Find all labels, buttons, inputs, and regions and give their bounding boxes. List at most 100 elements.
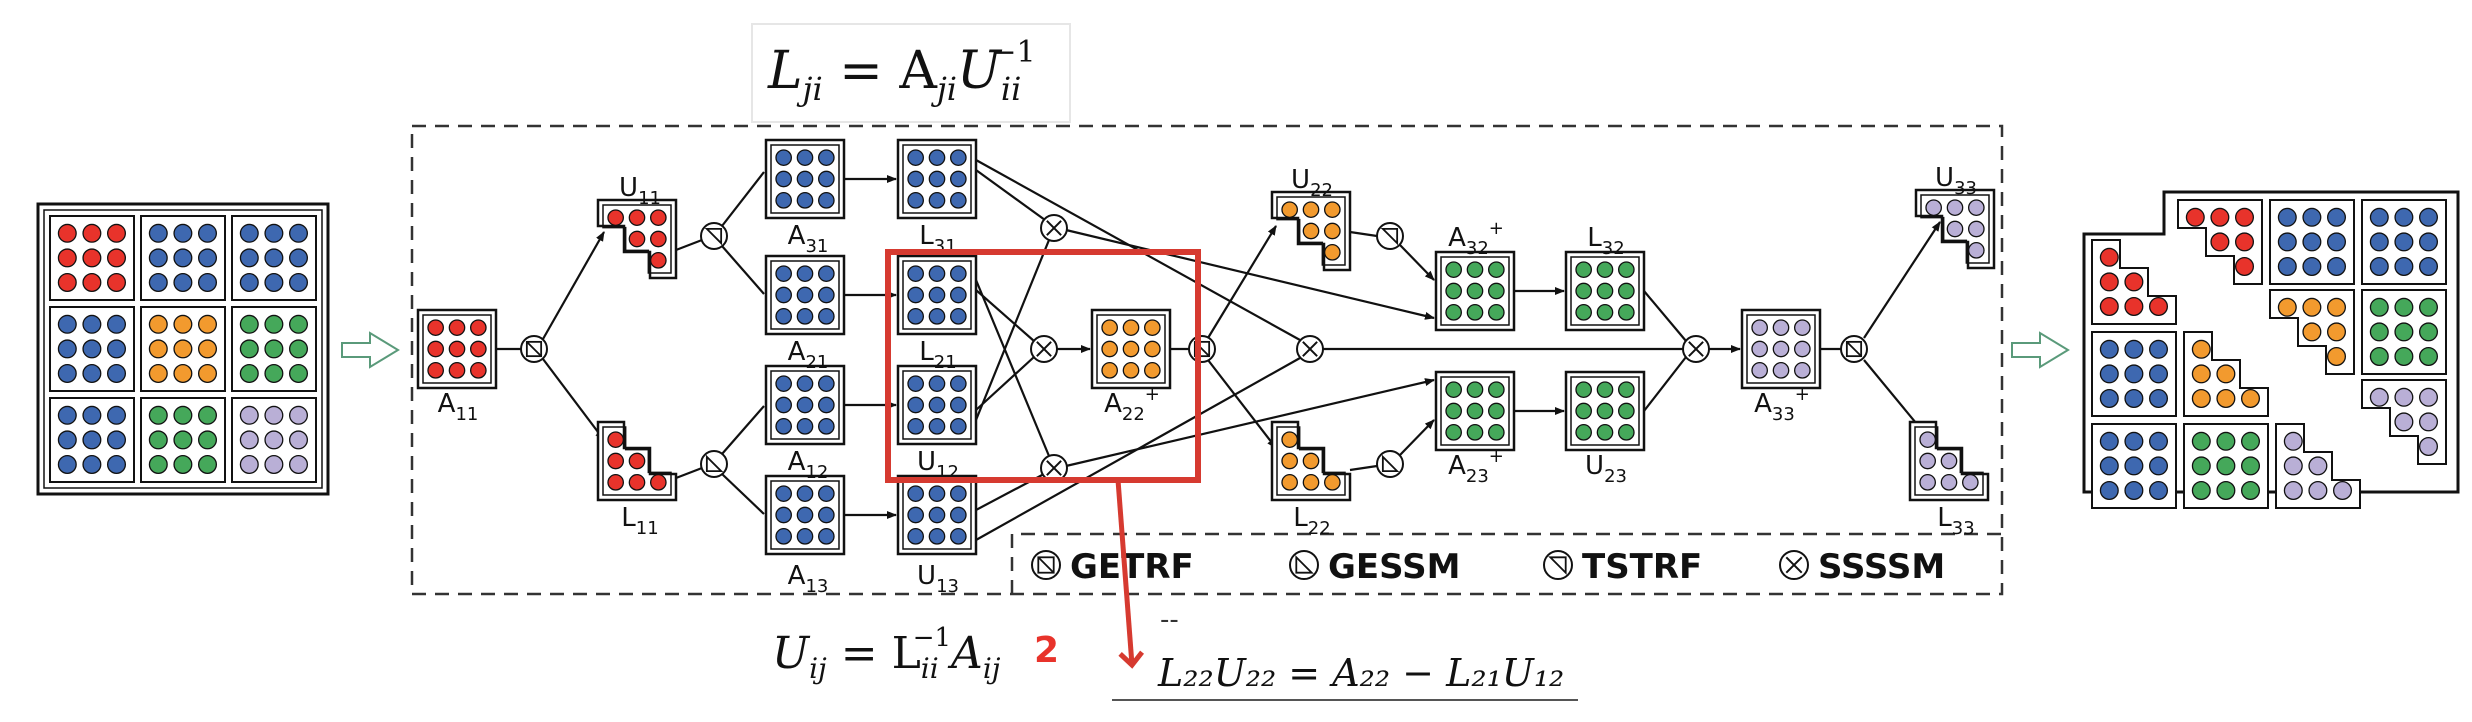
block-dot	[239, 363, 259, 384]
block-dot	[1962, 474, 1979, 491]
block-label-a12: A12	[788, 447, 829, 483]
block-dot	[1488, 402, 1505, 420]
block-dot	[1968, 242, 1985, 259]
block-dot	[2394, 207, 2414, 227]
legend-gessm-icon	[1289, 550, 1319, 580]
legend: GETRF GESSM TSTRF SSSSM	[1010, 532, 2002, 594]
edge-u12-sa	[974, 239, 1051, 421]
block-dot	[1575, 261, 1592, 278]
block-dot	[1466, 424, 1484, 441]
input-block	[231, 306, 317, 392]
block-dot	[2191, 364, 2211, 384]
block-dot	[796, 308, 814, 325]
input-hollow-arrow	[341, 331, 400, 369]
block-dot	[264, 314, 284, 334]
block-dot	[2308, 456, 2328, 476]
label-base: U	[619, 173, 638, 203]
output-tri-block	[2091, 239, 2177, 325]
block-dot	[1122, 319, 1140, 336]
block-dot	[1618, 282, 1635, 300]
block-dot	[2394, 346, 2414, 367]
block-dot	[448, 362, 466, 379]
block-dot	[1751, 340, 1768, 358]
input-matrix	[36, 202, 330, 496]
eq-bl-sub2: ii	[921, 652, 939, 685]
block-dot	[1794, 319, 1811, 336]
block-dot	[907, 485, 924, 502]
block-dot	[1488, 282, 1505, 300]
block-dot	[928, 485, 946, 502]
block-dot	[928, 528, 946, 545]
block-l33	[1908, 420, 1990, 502]
block-dot	[2308, 480, 2328, 501]
block-dot	[239, 405, 259, 425]
block-dot	[1772, 319, 1790, 336]
block-dot	[2099, 296, 2119, 317]
block-label-l11: L11	[621, 503, 658, 539]
block-dot	[288, 248, 309, 268]
block-dot	[2099, 339, 2119, 359]
block-dot	[907, 265, 924, 282]
edge-u12-sb	[975, 356, 1035, 411]
block-dot	[2394, 412, 2414, 432]
block-label-l33: L33	[1937, 503, 1974, 539]
block-dot	[950, 192, 967, 209]
label-sub: 22	[1310, 180, 1333, 201]
op-ssssm-c	[1040, 454, 1068, 482]
block-dot	[2326, 322, 2347, 342]
input-block	[140, 215, 226, 301]
block-dot	[1575, 282, 1592, 300]
block-dot	[470, 340, 487, 358]
block-dot	[2124, 456, 2144, 476]
block-dot	[650, 230, 667, 248]
block-label-u11: U11	[619, 173, 661, 209]
eq-bl-base: U	[772, 628, 811, 679]
block-dot	[1488, 261, 1505, 278]
block-inner	[1914, 426, 1984, 496]
block-dot	[2191, 480, 2211, 501]
edge-l21-sc	[974, 279, 1051, 457]
block-dot	[2302, 322, 2322, 342]
eq-top-sup3: −1	[991, 35, 1035, 70]
block-dot	[2369, 346, 2389, 367]
block-dot	[628, 209, 646, 226]
label-sub: 23	[1466, 466, 1489, 487]
block-labels: A11U11L11A31A21A12A13L31L21U12U13A22+U22…	[438, 163, 1977, 597]
eq-bl-mid: = L	[827, 628, 921, 679]
label-base: A	[788, 221, 806, 251]
block-dot	[106, 314, 127, 334]
block-dot	[2283, 431, 2303, 451]
block-dot	[818, 506, 835, 524]
block-dot	[173, 272, 193, 293]
block-dot	[2124, 272, 2144, 292]
block-dot	[1302, 222, 1320, 240]
block-dot	[2418, 322, 2439, 342]
edge-tstrf-a31	[721, 171, 765, 227]
op-gessm-2	[1376, 450, 1404, 478]
block-dot	[818, 149, 835, 166]
block-dot	[2240, 388, 2261, 409]
block-dot	[1281, 201, 1298, 218]
block-dot	[1618, 261, 1635, 278]
block-dot	[2369, 207, 2389, 227]
block-dot	[148, 454, 168, 475]
op-glyph	[1036, 341, 1052, 357]
block-inner	[1440, 376, 1510, 446]
label-sub: 33	[1772, 404, 1795, 425]
eq-bl-sub1: ij	[809, 652, 827, 685]
label-base: A	[1104, 389, 1122, 419]
block-dot	[907, 528, 924, 545]
block-a21	[764, 254, 846, 336]
block-dot	[1596, 381, 1614, 398]
block-dot	[148, 339, 168, 359]
block-dot	[1596, 261, 1614, 278]
label-base: L	[1937, 503, 1952, 533]
edge-getrf3-u33	[1863, 221, 1941, 339]
block-dot	[796, 485, 814, 502]
block-dot	[2277, 232, 2297, 252]
block-dot	[2148, 480, 2169, 501]
block-dot	[264, 405, 284, 425]
block-dot	[1575, 381, 1592, 398]
block-label-a31: A31	[788, 221, 829, 257]
block-label-u23: U23	[1585, 451, 1627, 487]
